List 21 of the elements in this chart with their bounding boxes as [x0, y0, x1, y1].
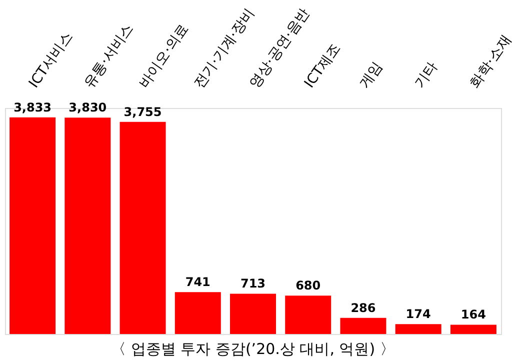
data-label: 741	[185, 275, 210, 290]
data-label: 174	[406, 307, 431, 322]
x-tick-label: 게임	[356, 58, 386, 92]
data-label: 3,755	[124, 104, 162, 119]
bar	[395, 324, 442, 334]
data-label: 164	[460, 308, 486, 322]
text: 〈 업종별 투자 증감(’20.상 대비, 억원) 〉	[111, 340, 395, 358]
bar	[10, 117, 56, 334]
data-label: 680	[296, 278, 321, 293]
data-label: 3,830	[68, 100, 107, 115]
data-label: 713	[240, 276, 266, 291]
data-label: 286	[350, 300, 376, 315]
x-tick-label: 기타	[412, 58, 441, 92]
bar	[285, 296, 332, 334]
bar	[230, 294, 276, 334]
bar	[340, 318, 386, 334]
bar	[450, 324, 496, 334]
bar	[120, 122, 166, 334]
bar	[64, 118, 111, 334]
data-label: 3,833	[14, 100, 52, 114]
bar	[174, 292, 221, 334]
